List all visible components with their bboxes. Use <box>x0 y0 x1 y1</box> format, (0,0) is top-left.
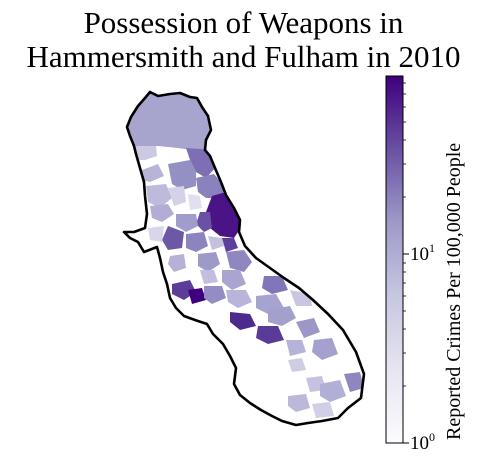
borough-boundary <box>122 90 366 427</box>
ward-region <box>148 226 164 242</box>
tick-base: 10 <box>410 244 429 265</box>
ward-region <box>186 232 208 252</box>
ward-region <box>312 338 338 360</box>
ward-region <box>196 174 226 198</box>
ward-region <box>286 340 306 356</box>
ward-region <box>196 212 212 232</box>
ward-region <box>125 92 215 150</box>
colorbar-tick-label-1: 100 <box>410 430 435 455</box>
ward-region <box>168 186 186 206</box>
ward-region <box>320 380 346 402</box>
tick-exponent: 1 <box>429 241 435 255</box>
ward-region <box>268 306 296 326</box>
ward-region <box>168 254 186 272</box>
ward-region <box>188 288 206 304</box>
ward-region <box>142 164 164 182</box>
ward-region <box>288 394 310 412</box>
ward-region <box>230 312 256 330</box>
colorbar-gradient <box>385 75 404 444</box>
ward-region <box>176 214 198 232</box>
ward-region <box>208 236 224 250</box>
colorbar-tick-label-10: 101 <box>410 241 435 266</box>
ward-region <box>188 194 202 210</box>
colorbar-label: Reported Crimes Per 100,000 People <box>443 142 465 440</box>
ward-region <box>200 270 218 284</box>
ward-region <box>222 270 246 290</box>
colorbar-minor-ticks <box>403 82 406 387</box>
ward-region <box>168 160 196 190</box>
ward-region <box>204 286 226 304</box>
title-line-2: Hammersmith and Fulham in 2010 <box>26 39 461 74</box>
ward-region <box>262 276 288 294</box>
ward-region <box>256 326 284 344</box>
map-title: Possession of Weapons in Hammersmith and… <box>0 6 487 74</box>
ward-region <box>222 238 238 252</box>
ward-region <box>296 318 320 338</box>
ward-region <box>134 146 157 160</box>
ward-region <box>198 252 220 272</box>
ward-region <box>226 250 252 272</box>
ward-region <box>226 290 252 308</box>
wards-layer <box>125 92 364 418</box>
tick-exponent: 0 <box>429 430 435 444</box>
ward-region <box>146 184 172 208</box>
tick-base: 10 <box>410 433 429 454</box>
ward-region <box>162 226 184 250</box>
ward-region <box>312 402 334 418</box>
ward-region <box>150 204 174 222</box>
ward-region <box>288 358 306 372</box>
colorbar <box>385 75 409 444</box>
ward-region <box>344 372 364 392</box>
title-line-1: Possession of Weapons in <box>83 5 404 40</box>
